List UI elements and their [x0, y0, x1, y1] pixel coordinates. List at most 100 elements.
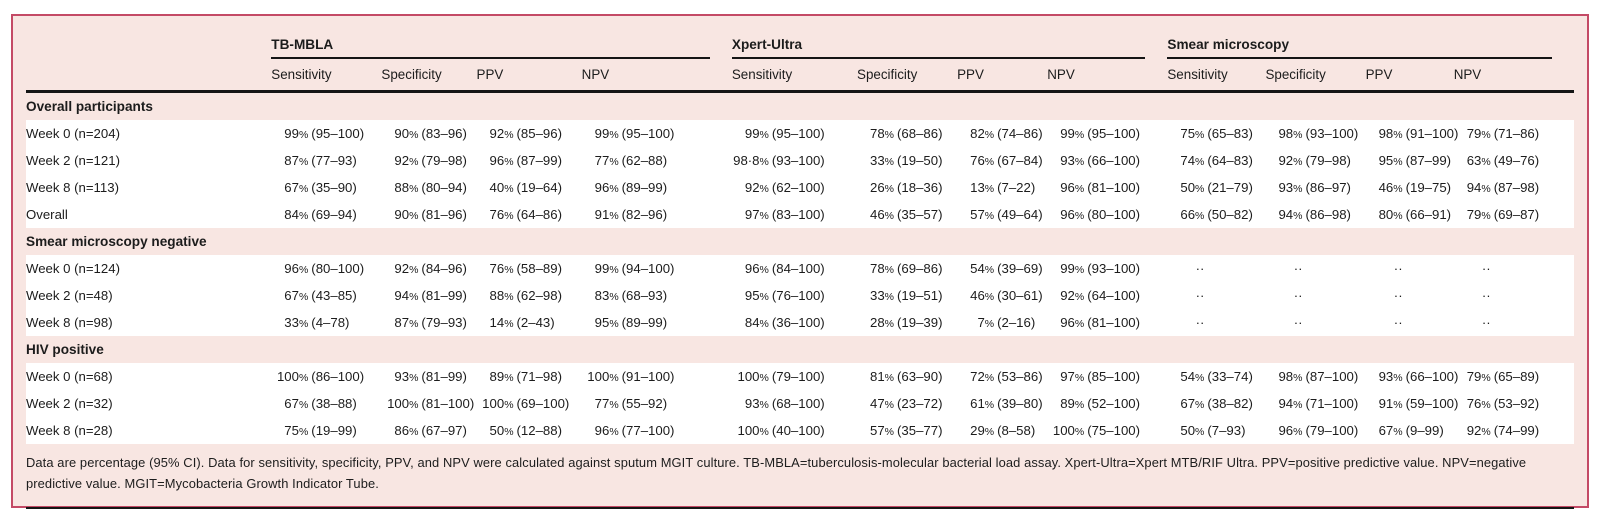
data-cell: 26% (18–36) — [857, 174, 958, 201]
table-card: TB-MBLA Xpert-Ultra Smear microscopy Sensit… — [11, 14, 1589, 510]
value-confidence-interval: (69–94) — [311, 207, 357, 222]
data-cell: 100% (40–100) — [731, 417, 858, 444]
data-cell: 100% (91–100) — [581, 363, 732, 390]
value-percent: 96% — [1278, 423, 1303, 438]
value-percent: 94% — [1278, 207, 1303, 222]
data-cell: 81% (63–90) — [857, 363, 958, 390]
value-confidence-interval: (66–100) — [1087, 153, 1141, 168]
table-row: Week 8 (n=98) 33% (4–78) 87% (79–93) 14% (2–43… — [26, 309, 1574, 336]
data-cell: 92% (62–100) — [731, 174, 858, 201]
value-percent: 33% — [870, 153, 895, 168]
data-cell: 100% (79–100) — [731, 363, 858, 390]
value-percent: 66% — [1180, 207, 1205, 222]
value-confidence-interval: (35–77) — [897, 423, 943, 438]
value-confidence-interval: (62–88) — [621, 153, 668, 168]
column-header-tb-mbla-specificity: Specificity — [381, 59, 477, 93]
table-footnote: Data are percentage (95% CI). Data for s… — [26, 455, 1527, 491]
value-confidence-interval: (39–80) — [997, 396, 1043, 411]
value-confidence-interval: (91–100) — [1405, 126, 1459, 141]
value-percent: 93% — [1378, 369, 1403, 384]
value-confidence-interval: (35–90) — [311, 180, 357, 195]
value-percent: 96% — [284, 261, 309, 276]
value-percent: 57% — [870, 423, 895, 438]
value-confidence-interval: (66–91) — [1405, 207, 1452, 222]
value-confidence-interval: (4–78) — [311, 315, 350, 330]
value-percent: 98% — [1278, 369, 1303, 384]
data-cell: 93% (66–100) — [1047, 147, 1168, 174]
value-percent: 96% — [1060, 315, 1085, 330]
data-cell: 50% (7–93) — [1167, 417, 1266, 444]
value-confidence-interval: (50–82) — [1207, 207, 1253, 222]
value-confidence-interval: (95–100) — [621, 126, 675, 141]
value-confidence-interval: (39–69) — [997, 261, 1043, 276]
data-cell: 100% (81–100) — [381, 390, 477, 417]
value-confidence-interval: (79–100) — [771, 369, 825, 384]
column-header-xpert-ultra-npv: NPV — [1047, 59, 1168, 93]
data-cell: 50% (12–88) — [476, 417, 582, 444]
value-percent: 50% — [489, 423, 514, 438]
value-percent: 88% — [394, 180, 419, 195]
value-percent: 92% — [394, 261, 419, 276]
value-confidence-interval: (33–74) — [1207, 369, 1253, 384]
value-percent: 67% — [284, 180, 309, 195]
value-percent: 26% — [870, 180, 895, 195]
value-confidence-interval: (52–100) — [1087, 396, 1141, 411]
data-cell: 89% (71–98) — [476, 363, 582, 390]
data-cell: 96% (87–99) — [476, 147, 582, 174]
value-percent: 79% — [1466, 126, 1491, 141]
value-percent: 98·8% — [733, 153, 769, 168]
value-percent: 46% — [1378, 180, 1403, 195]
value-percent: 87% — [394, 315, 419, 330]
value-confidence-interval: (63–90) — [897, 369, 943, 384]
data-cell: 47% (23–72) — [857, 390, 958, 417]
value-percent: ·· — [1195, 261, 1205, 276]
data-cell: 7% (2–16) — [957, 309, 1048, 336]
value-percent: 95% — [594, 315, 619, 330]
value-confidence-interval: (75–100) — [1087, 423, 1141, 438]
value-percent: 76% — [1466, 396, 1491, 411]
data-cell: 86% (67–97) — [381, 417, 477, 444]
data-cell: 100% (86–100) — [271, 363, 382, 390]
value-confidence-interval: (87–99) — [1405, 153, 1452, 168]
column-group-row: TB-MBLA Xpert-Ultra Smear microscopy — [26, 25, 1574, 59]
value-confidence-interval: (62–100) — [771, 180, 825, 195]
data-cell: 46% (30–61) — [957, 282, 1048, 309]
value-confidence-interval: (81–100) — [1087, 315, 1141, 330]
section-header-overall-participants: Overall participants — [26, 92, 1574, 121]
row-label: Overall — [26, 201, 272, 228]
data-cell: 94% (86–98) — [1265, 201, 1366, 228]
value-confidence-interval: (66–100) — [1405, 369, 1459, 384]
value-percent: 63% — [1466, 153, 1491, 168]
data-cell: ·· — [1365, 309, 1454, 336]
column-group-label: TB-MBLA — [271, 37, 710, 59]
value-percent: 79% — [1466, 369, 1491, 384]
value-confidence-interval: (21–79) — [1207, 180, 1253, 195]
corner-cell — [26, 25, 271, 59]
value-percent: 92% — [489, 126, 514, 141]
value-percent: 96% — [594, 423, 619, 438]
data-cell: 94% (81–99) — [381, 282, 477, 309]
value-confidence-interval: (87–98) — [1493, 180, 1540, 195]
data-cell: 93% (86–97) — [1265, 174, 1366, 201]
value-confidence-interval: (95–100) — [311, 126, 365, 141]
data-cell: 46% (19–75) — [1365, 174, 1454, 201]
value-confidence-interval: (86–98) — [1305, 207, 1351, 222]
value-percent: 50% — [1180, 180, 1205, 195]
value-percent: 33% — [870, 288, 895, 303]
data-cell: 77% (62–88) — [581, 147, 732, 174]
value-confidence-interval: (77–100) — [621, 423, 675, 438]
data-cell: 54% (33–74) — [1167, 363, 1266, 390]
data-cell: 99% (95–100) — [581, 120, 732, 147]
data-cell: ·· — [1453, 255, 1574, 282]
data-cell: 13% (7–22) — [957, 174, 1048, 201]
data-cell: 90% (81–96) — [381, 201, 477, 228]
row-label: Week 0 (n=68) — [26, 363, 272, 390]
value-percent: ·· — [1293, 261, 1303, 276]
data-cell: 79% (71–86) — [1453, 120, 1574, 147]
data-cell: 67% (35–90) — [271, 174, 382, 201]
value-confidence-interval: (89–99) — [621, 180, 668, 195]
column-group-tb-mbla: TB-MBLA — [271, 25, 732, 59]
value-confidence-interval: (9–99) — [1405, 423, 1444, 438]
value-percent: ·· — [1481, 261, 1491, 276]
data-cell: 93% (81–99) — [381, 363, 477, 390]
